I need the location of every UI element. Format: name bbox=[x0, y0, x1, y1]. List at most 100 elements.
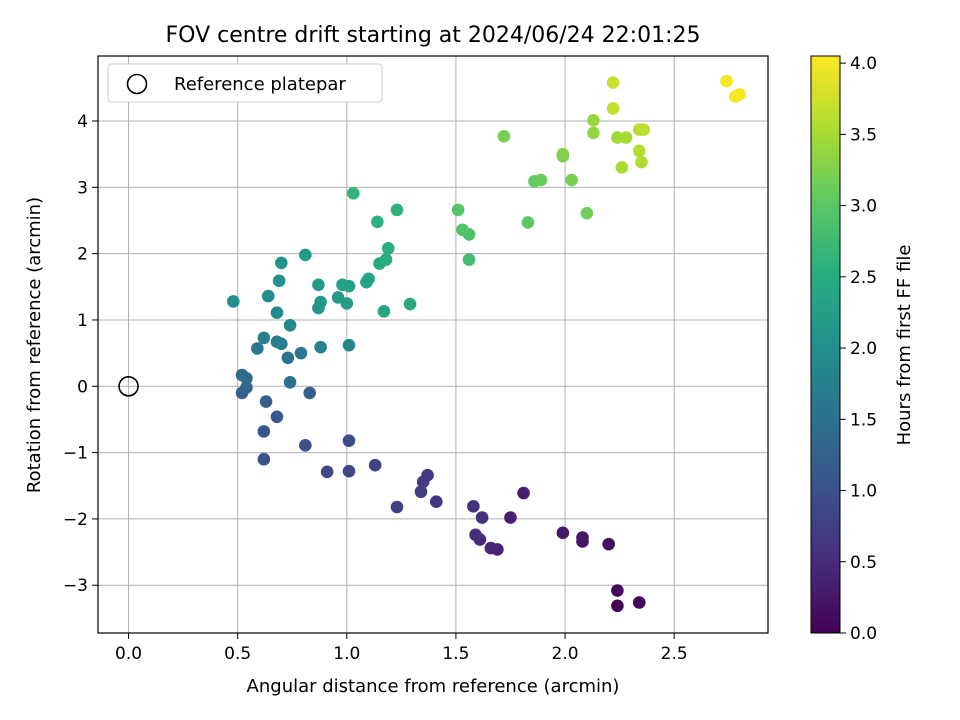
y-tick-label: −2 bbox=[63, 510, 88, 530]
reference-platepar-marker bbox=[118, 375, 139, 397]
data-point bbox=[606, 102, 620, 115]
data-point bbox=[275, 337, 288, 351]
x-axis-label: Angular distance from reference (arcmin) bbox=[247, 676, 620, 697]
colorbar-tick-label: 0.0 bbox=[850, 624, 877, 644]
data-point bbox=[299, 439, 312, 452]
data-point bbox=[733, 88, 746, 101]
data-point bbox=[576, 531, 589, 544]
data-point bbox=[556, 147, 570, 161]
data-point bbox=[451, 203, 465, 217]
data-point bbox=[456, 223, 469, 237]
data-point bbox=[615, 161, 629, 174]
data-points bbox=[227, 74, 746, 613]
data-point bbox=[257, 331, 271, 345]
data-point bbox=[414, 485, 428, 499]
data-point bbox=[635, 155, 648, 169]
x-tick-label: 0.5 bbox=[224, 644, 251, 664]
data-point bbox=[283, 318, 297, 332]
data-point bbox=[587, 114, 600, 127]
y-axis-label: Rotation from reference (arcmin) bbox=[24, 197, 45, 493]
y-tick-label: −3 bbox=[63, 576, 88, 596]
data-point bbox=[251, 342, 264, 355]
data-point bbox=[377, 305, 391, 318]
data-point bbox=[390, 203, 404, 217]
legend-label: Reference platepar bbox=[174, 74, 346, 95]
y-tick-label: 3 bbox=[77, 178, 88, 198]
y-tick-label: 1 bbox=[77, 311, 88, 331]
data-point bbox=[565, 173, 578, 187]
x-axis-ticks: 0.0 0.5 1.0 1.5 2.0 2.5 bbox=[115, 633, 688, 664]
data-point bbox=[403, 297, 417, 311]
data-point bbox=[416, 475, 430, 489]
data-point bbox=[303, 386, 316, 400]
data-point bbox=[469, 528, 482, 542]
colorbar-tick-label: 3.5 bbox=[850, 125, 877, 145]
data-point bbox=[312, 278, 325, 292]
data-point bbox=[342, 464, 356, 478]
data-point bbox=[362, 272, 375, 286]
data-point bbox=[587, 126, 600, 140]
data-point bbox=[270, 410, 284, 424]
x-tick-label: 0.0 bbox=[115, 644, 142, 664]
data-point bbox=[342, 434, 356, 447]
colorbar-tick-label: 3.0 bbox=[850, 197, 877, 217]
data-point bbox=[611, 131, 624, 144]
data-point bbox=[467, 500, 480, 513]
colorbar-tick-label: 1.0 bbox=[850, 482, 877, 502]
data-point bbox=[497, 129, 511, 143]
data-point bbox=[314, 295, 327, 309]
plot-frame bbox=[97, 55, 769, 634]
data-point bbox=[371, 215, 384, 229]
data-point bbox=[632, 144, 646, 158]
x-tick-label: 2.0 bbox=[552, 644, 579, 664]
data-point bbox=[240, 381, 253, 394]
data-point bbox=[534, 173, 548, 187]
data-point bbox=[390, 500, 404, 514]
data-point bbox=[379, 253, 393, 266]
data-point bbox=[521, 216, 535, 229]
data-point bbox=[235, 368, 249, 382]
data-point bbox=[342, 338, 356, 352]
data-point bbox=[257, 452, 271, 466]
data-point bbox=[261, 289, 275, 303]
data-point bbox=[314, 340, 327, 354]
colorbar: 0.0 0.5 1.0 1.5 2.0 2.5 3.0 3.5 4.0 Hours from f… bbox=[810, 54, 915, 644]
data-point bbox=[720, 74, 733, 88]
data-point bbox=[275, 256, 288, 270]
data-point bbox=[342, 279, 356, 293]
grid-lines bbox=[98, 56, 768, 633]
colorbar-tick-label: 0.5 bbox=[850, 553, 877, 573]
y-tick-label: 0 bbox=[77, 377, 88, 397]
data-point bbox=[580, 206, 594, 220]
y-axis-ticks: −3 −2 −1 0 1 2 3 4 bbox=[63, 112, 98, 596]
data-point bbox=[294, 346, 308, 360]
colorbar-label: Hours from first FF file bbox=[894, 245, 915, 446]
colorbar-tick-label: 2.5 bbox=[850, 268, 877, 288]
colorbar-tick-label: 1.5 bbox=[850, 410, 877, 430]
data-point bbox=[462, 253, 476, 266]
legend: Reference platepar bbox=[107, 63, 383, 103]
data-point bbox=[517, 486, 530, 500]
reference-marker bbox=[118, 375, 139, 397]
data-point bbox=[475, 511, 489, 524]
data-point bbox=[227, 295, 240, 308]
data-point bbox=[259, 395, 273, 408]
data-point bbox=[632, 596, 646, 609]
data-point bbox=[320, 465, 334, 479]
chart-title: FOV centre drift starting at 2024/06/24 … bbox=[166, 23, 701, 48]
data-point bbox=[504, 511, 517, 524]
colorbar-tick-label: 4.0 bbox=[850, 54, 877, 74]
data-point bbox=[272, 274, 286, 288]
data-point bbox=[340, 297, 354, 310]
data-point bbox=[619, 131, 633, 144]
colorbar-ticks: 0.0 0.5 1.0 1.5 2.0 2.5 3.0 3.5 4.0 bbox=[840, 54, 877, 644]
data-point bbox=[257, 425, 271, 438]
data-point bbox=[347, 186, 360, 200]
data-point bbox=[368, 458, 382, 472]
x-tick-label: 1.5 bbox=[442, 644, 469, 664]
colorbar-gradient bbox=[810, 55, 841, 634]
data-point bbox=[299, 248, 312, 262]
legend-marker bbox=[126, 73, 148, 95]
data-point bbox=[606, 76, 620, 89]
